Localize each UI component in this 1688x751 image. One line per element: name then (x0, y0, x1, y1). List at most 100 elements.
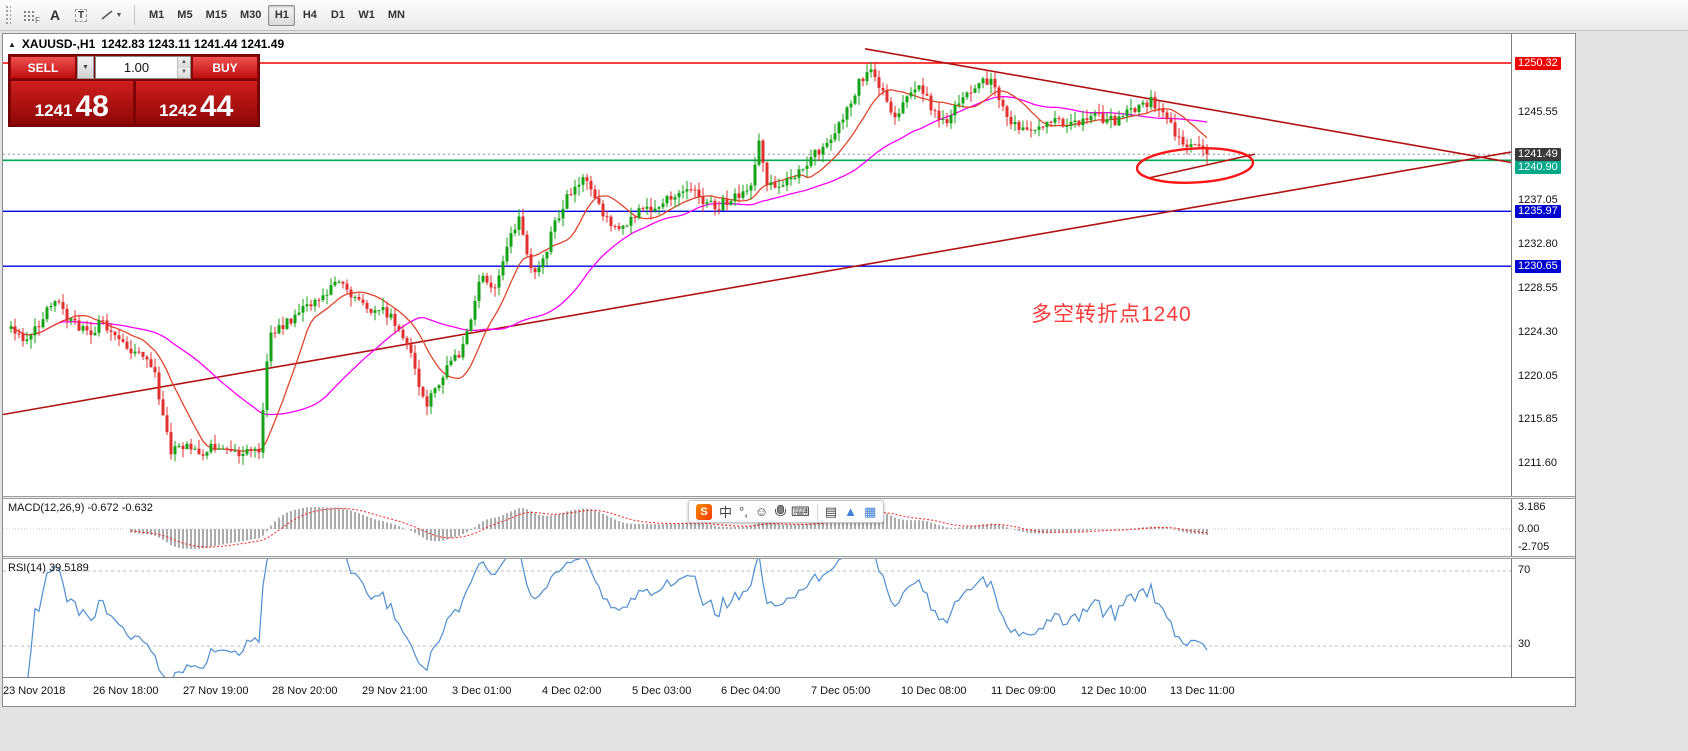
microphone-icon[interactable] (775, 505, 787, 518)
language-mode-icon[interactable]: 中 (719, 505, 733, 520)
timeframe-h1-button[interactable]: H1 (268, 4, 296, 26)
rsi-label: RSI(14) 39.5189 (8, 562, 89, 574)
chart-symbol-period: XAUUSD-,H1 (21, 37, 96, 51)
time-label: 10 Dec 08:00 (901, 685, 967, 697)
toolbar-grip[interactable] (5, 5, 11, 25)
chart-text-annotation[interactable]: 多空转折点1240 (1031, 303, 1192, 326)
pane-splitter[interactable] (3, 556, 1575, 559)
price-axis[interactable]: 1245.55 1237.05 1232.80 1228.55 1224.30 … (1511, 34, 1575, 496)
price-chart-canvas[interactable] (3, 34, 1511, 496)
text-tool-icon: A (49, 7, 61, 23)
macd-tick: 0.00 (1518, 523, 1540, 535)
time-label: 4 Dec 02:00 (542, 685, 602, 697)
timeframe-m15-button[interactable]: M15 (200, 5, 233, 26)
price-badge-support1: 1235.97 (1515, 204, 1561, 218)
chart-window: ▲ XAUUSD-,H1 1242.83 1243.11 1241.44 124… (2, 33, 1576, 707)
dropdown-caret-icon: ▼ (115, 11, 123, 19)
timeframe-d1-button[interactable]: D1 (324, 5, 351, 26)
price-badge-resistance: 1250.32 (1515, 56, 1561, 70)
price-badge-pivot: 1240.90 (1515, 161, 1561, 175)
one-click-collapse-icon[interactable]: ▲ (8, 39, 16, 49)
macd-tick: 3.186 (1518, 501, 1546, 513)
price-tick: 1232.80 (1518, 238, 1558, 250)
rsi-tick: 70 (1518, 564, 1531, 576)
expand-icon[interactable]: ▲ (844, 504, 858, 519)
ime-separator (816, 504, 818, 519)
volume-up-button[interactable]: ▲ (178, 57, 190, 68)
grid-pattern-icon (22, 9, 36, 21)
time-label: 3 Dec 01:00 (452, 685, 512, 697)
volume-down-button[interactable]: ▼ (178, 67, 190, 78)
pane-splitter[interactable] (3, 496, 1575, 499)
time-label: 7 Dec 05:00 (811, 685, 871, 697)
buy-price-pips: 44 (199, 90, 234, 123)
toolbar-separator (134, 5, 135, 25)
time-label: 12 Dec 10:00 (1081, 685, 1147, 697)
timeframe-h4-button[interactable]: H4 (296, 5, 323, 26)
keyboard-icon[interactable]: ⌨ (791, 503, 810, 519)
clipboard-icon[interactable]: ▤ (824, 503, 838, 519)
sell-price-main: 1241 (34, 101, 73, 120)
timeframe-w1-button[interactable]: W1 (352, 5, 381, 26)
time-label: 23 Nov 2018 (3, 685, 66, 697)
rsi-axis[interactable]: 70 30 (1511, 559, 1575, 677)
timeframe-m1-button[interactable]: M1 (143, 5, 170, 26)
sell-price-display[interactable]: 1241 48 (10, 80, 134, 125)
trendline-icon (101, 10, 112, 20)
price-badge-current: 1241.49 (1515, 147, 1561, 161)
text-tool-button[interactable]: A (42, 4, 68, 26)
price-tick: 1215.85 (1518, 413, 1558, 425)
top-toolbar: F A T ▼ M1 M5 M15 M30 H1 H4 D1 W1 MN (0, 0, 1688, 31)
ime-toolbar: S 中 °, ☺ ⌨ ▤ ▲ ▦ (688, 500, 885, 523)
timeframe-mn-button[interactable]: MN (382, 5, 411, 26)
time-label: 27 Nov 19:00 (183, 685, 249, 697)
timeframe-m30-button[interactable]: M30 (234, 5, 267, 26)
macd-axis[interactable]: 3.186 0.00 -2.705 (1511, 499, 1575, 556)
price-tick: 1224.30 (1518, 326, 1558, 338)
price-tick: 1211.60 (1518, 457, 1557, 469)
buy-price-display[interactable]: 1242 44 (134, 80, 258, 125)
price-badge-support2: 1230.65 (1515, 259, 1561, 273)
price-tick: 1228.55 (1518, 282, 1558, 294)
grid-pattern-tool-button[interactable]: F (16, 4, 42, 26)
sogou-logo-icon[interactable]: S (696, 503, 712, 520)
macd-label: MACD(12,26,9) -0.672 -0.632 (8, 502, 153, 514)
grid-pattern-label: F (35, 16, 40, 25)
line-studies-button[interactable]: ▼ (94, 4, 128, 26)
chart-ohlc-values: 1242.83 1243.11 1241.44 1241.49 (101, 37, 285, 51)
buy-price-main: 1242 (159, 101, 197, 120)
sell-price-pips: 48 (75, 90, 109, 123)
chart-title: ▲ XAUUSD-,H1 1242.83 1243.11 1241.44 124… (8, 37, 284, 51)
buy-button[interactable]: BUY (192, 56, 258, 79)
label-tool-button[interactable]: T (68, 4, 94, 26)
price-tick: 1245.55 (1518, 106, 1558, 118)
rsi-canvas[interactable] (3, 559, 1511, 677)
macd-tick: -2.705 (1518, 541, 1550, 553)
time-label: 11 Dec 09:00 (991, 685, 1056, 697)
time-label: 13 Dec 11:00 (1170, 685, 1235, 697)
volume-dropdown-button[interactable]: ▼ (77, 56, 94, 79)
timeframe-m5-button[interactable]: M5 (171, 5, 198, 26)
rsi-tick: 30 (1518, 638, 1531, 650)
punctuation-icon[interactable]: °, (739, 504, 748, 519)
time-axis[interactable]: 23 Nov 2018 26 Nov 18:00 27 Nov 19:00 28… (3, 677, 1575, 706)
price-tick: 1237.05 (1518, 194, 1558, 206)
grid-panel-icon[interactable]: ▦ (864, 503, 877, 519)
one-click-trading-panel: SELL ▼ ▲ ▼ BUY 1241 48 1242 44 (8, 54, 260, 127)
time-label: 26 Nov 18:00 (93, 685, 159, 697)
price-tick: 1220.05 (1518, 370, 1558, 382)
label-tool-icon: T (74, 8, 88, 22)
time-label: 28 Nov 20:00 (272, 685, 338, 697)
sell-button[interactable]: SELL (10, 56, 76, 79)
volume-spinner: ▲ ▼ (177, 57, 190, 78)
time-label: 6 Dec 04:00 (721, 685, 781, 697)
emoji-icon[interactable]: ☺ (754, 504, 769, 519)
time-label: 5 Dec 03:00 (632, 685, 692, 697)
volume-input[interactable] (96, 57, 177, 78)
price-chart-pane: ▲ XAUUSD-,H1 1242.83 1243.11 1241.44 124… (3, 34, 1575, 496)
volume-field: ▲ ▼ (95, 56, 191, 79)
time-label: 29 Nov 21:00 (362, 685, 428, 697)
rsi-pane: RSI(14) 39.5189 70 30 (3, 559, 1575, 677)
macd-canvas[interactable] (3, 499, 1511, 556)
